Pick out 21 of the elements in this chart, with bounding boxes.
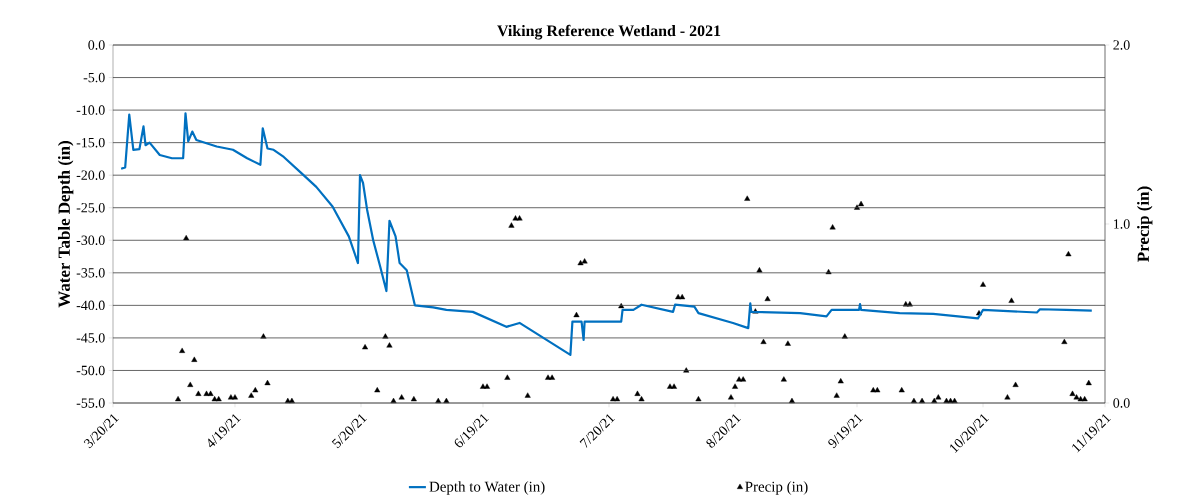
y-tick-label: -25.0: [76, 202, 105, 213]
y-tick-label: -20.0: [76, 170, 105, 180]
y2-tick-label: 2.0: [1113, 40, 1130, 50]
y2-tick-label: 0.0: [1113, 398, 1130, 408]
y-axis-title: Water Table Depth (in): [57, 141, 74, 308]
y-tick-label: 0.0: [88, 40, 105, 50]
legend-label: Depth to Water (in): [429, 481, 545, 495]
y-tick-label: -40.0: [76, 300, 105, 311]
y-tick-label: -10.0: [76, 105, 105, 115]
y-tick-label: -35.0: [76, 268, 105, 278]
y-tick-label: -55.0: [76, 398, 105, 408]
line-series: [120, 112, 1093, 356]
y-tick-label: -30.0: [76, 235, 105, 246]
legend-label: Precip (in): [745, 481, 808, 495]
y2-tick-label: 1.0: [1114, 219, 1130, 229]
y-tick-label: -5.0: [83, 72, 105, 83]
y-tick-label: -15.0: [76, 137, 105, 148]
y-tick-label: -45.0: [76, 333, 105, 343]
y-tick-label: -50.0: [76, 365, 105, 376]
y2-axis-title: Precip (in): [1137, 186, 1153, 262]
chart-title: Viking Reference Wetland - 2021: [497, 24, 721, 40]
